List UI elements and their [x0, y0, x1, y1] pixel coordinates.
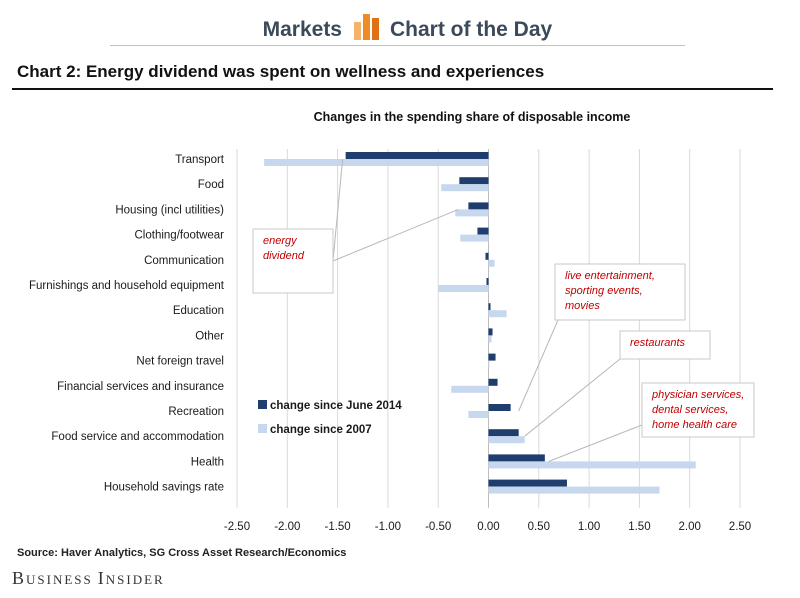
bar-2007 [488, 436, 525, 444]
category-label: Furnishings and household equipment [29, 280, 225, 292]
masthead-divider [110, 45, 685, 46]
bar-june-2014 [488, 429, 519, 437]
annotation-text: physician services, [651, 389, 744, 401]
legend-swatch [258, 400, 267, 409]
bar-2007 [460, 234, 489, 242]
x-tick-label: -2.50 [224, 521, 250, 533]
bar-chart: Changes in the spending share of disposa… [29, 110, 755, 533]
page-title: Chart 2: Energy dividend was spent on we… [17, 62, 545, 81]
bar-june-2014 [345, 152, 489, 159]
annotation-text: live entertainment, [565, 270, 655, 282]
x-tick-label: 1.00 [578, 521, 600, 533]
annotation-leader-line [548, 424, 643, 462]
annotation-leader-line [518, 319, 559, 412]
bar-june-2014 [488, 328, 493, 336]
legend-label: change since June 2014 [270, 400, 402, 412]
bars [264, 152, 696, 494]
bar-2007 [488, 486, 660, 494]
annotation-box [252, 228, 334, 294]
bar-2007 [488, 259, 495, 267]
bar-2007 [488, 335, 492, 343]
bar-june-2014 [488, 378, 498, 386]
bar-2007 [455, 209, 489, 217]
bar-june-2014 [488, 303, 491, 311]
annotation-text: home health care [652, 419, 737, 431]
title-divider [12, 88, 773, 90]
annotation-leader-line [332, 158, 344, 262]
bar-2007 [441, 184, 489, 192]
bar-june-2014 [488, 454, 545, 462]
bar-2007 [488, 461, 696, 469]
x-tick-label: -0.50 [425, 521, 451, 533]
x-tick-label: 2.50 [729, 521, 751, 533]
bar-june-2014 [488, 404, 511, 411]
chart-subtitle: Changes in the spending share of disposa… [314, 110, 631, 124]
x-tick-label: -1.00 [375, 521, 401, 533]
bar-june-2014 [486, 278, 489, 285]
annotation-box [619, 330, 711, 360]
category-label: Recreation [168, 406, 224, 418]
annotation-text: movies [565, 300, 600, 312]
category-label: Food service and accommodation [51, 431, 224, 443]
x-tick-label: 0.50 [528, 521, 550, 533]
bar-june-2014 [488, 353, 496, 361]
category-label: Financial services and insurance [57, 381, 224, 393]
legend-swatch [258, 424, 267, 433]
x-tick-label: 1.50 [628, 521, 650, 533]
category-label: Food [198, 179, 224, 191]
legend-label: change since 2007 [270, 424, 372, 436]
legend: change since June 2014 change since 2007 [258, 400, 402, 436]
category-label: Communication [144, 255, 224, 267]
bar-june-2014 [488, 479, 567, 487]
masthead: Markets Chart of the Day [0, 8, 800, 44]
x-tick-label: -1.50 [324, 521, 350, 533]
business-insider-logo: BUSINESS INSIDER [12, 568, 165, 589]
annotation-box [554, 263, 686, 321]
bar-2007 [438, 285, 489, 292]
category-label: Health [191, 456, 224, 468]
annotation-leader-line [524, 358, 621, 437]
annotation-text: dental services, [652, 404, 728, 416]
category-label: Household savings rate [104, 482, 224, 494]
category-label: Clothing/footwear [135, 230, 225, 242]
x-tick-labels: -2.50 -2.00 -1.50 -1.00 -0.50 0.00 0.50 1.00 1.5… [224, 521, 751, 533]
bar-2007 [468, 411, 489, 418]
bar-chart-logo-icon [354, 14, 379, 40]
annotation-box [641, 382, 755, 438]
annotation-leader-line [332, 208, 459, 262]
category-label: Other [195, 330, 224, 342]
annotation-text: energy [263, 235, 298, 247]
x-tick-label: 0.00 [477, 521, 499, 533]
masthead-markets-label: Markets [262, 18, 342, 41]
category-label: Transport [175, 154, 225, 166]
x-tick-label: -2.00 [274, 521, 300, 533]
bar-june-2014 [485, 252, 489, 260]
bar-2007 [264, 159, 489, 166]
bar-2007 [488, 310, 507, 318]
category-label: Housing (incl utilities) [115, 204, 224, 216]
category-label: Education [173, 305, 224, 317]
brand-first-word: BUSINESS [12, 568, 93, 588]
x-tick-label: 2.00 [679, 521, 701, 533]
bar-june-2014 [459, 177, 489, 185]
masthead-chart-of-day-label: Chart of the Day [390, 18, 553, 41]
bar-june-2014 [468, 202, 489, 210]
bar-2007 [488, 360, 490, 368]
bar-june-2014 [477, 227, 489, 235]
annotations: energy dividend live entertainment, sportin… [252, 158, 755, 462]
annotation-text: dividend [263, 250, 305, 262]
bar-2007 [451, 385, 489, 393]
category-labels: Transport Food Housing (incl utilities) Clo… [29, 154, 225, 494]
annotation-text: restaurants [630, 337, 686, 349]
annotation-text: sporting events, [565, 285, 643, 297]
source-note: Source: Haver Analytics, SG Cross Asset … [17, 547, 347, 559]
category-label: Net foreign travel [136, 356, 224, 368]
brand-second-word: INSIDER [97, 568, 165, 588]
